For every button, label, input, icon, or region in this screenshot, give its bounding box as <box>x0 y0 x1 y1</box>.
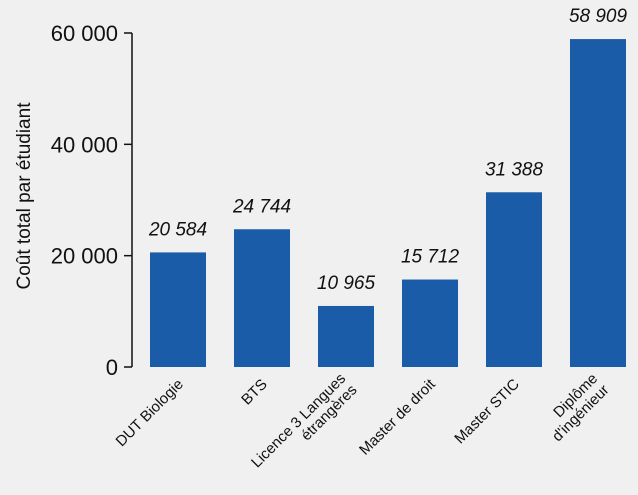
bar-value-label: 10 965 <box>317 273 376 294</box>
bar-value-label: 24 744 <box>232 196 291 217</box>
x-category-line: Master de droit <box>356 375 439 458</box>
x-category-label: Master de droit <box>356 375 439 458</box>
y-tick-label: 20 000 <box>51 244 118 269</box>
value-labels: 20 584 24 744 10 965 15 712 31 388 58 909 <box>148 6 628 294</box>
y-axis-label: Coût total par étudiant <box>14 102 35 290</box>
bar <box>150 252 206 367</box>
x-category-line: BTS <box>238 376 271 409</box>
x-category-label: Diplômed'ingénieur <box>538 370 613 445</box>
x-category-label: Master STIC <box>451 376 523 448</box>
y-tick-label: 40 000 <box>51 132 118 157</box>
x-category-line: DUT Biologie <box>113 376 187 450</box>
y-tick-label: 0 <box>106 355 118 380</box>
bar-value-label: 58 909 <box>569 6 628 27</box>
y-axis: 0 20 000 40 000 60 000 <box>51 21 133 380</box>
bar <box>486 192 542 367</box>
y-tick-label: 60 000 <box>51 21 118 46</box>
bar-value-label: 31 388 <box>485 159 544 180</box>
x-category-line: Master STIC <box>451 376 523 448</box>
bar <box>402 279 458 367</box>
x-category-label: DUT Biologie <box>113 376 187 450</box>
bar <box>570 39 626 367</box>
bar-value-label: 20 584 <box>148 219 207 240</box>
bar <box>234 229 290 367</box>
bars <box>150 39 626 367</box>
x-category-label: BTS <box>238 376 271 409</box>
bar <box>318 305 374 367</box>
bar-value-label: 15 712 <box>401 247 460 268</box>
